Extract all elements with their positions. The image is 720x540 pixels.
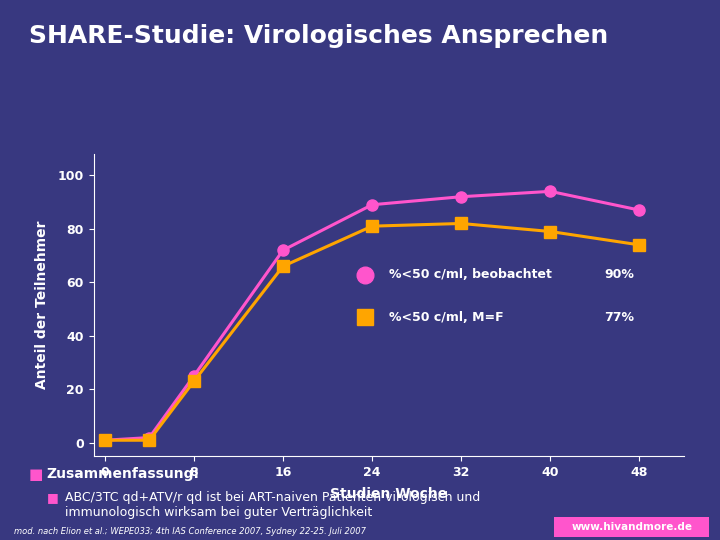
Text: Zusammenfassung:: Zusammenfassung: — [47, 467, 200, 481]
Text: %<50 c/ml, M=F: %<50 c/ml, M=F — [389, 310, 503, 323]
Text: ■: ■ — [29, 467, 43, 482]
X-axis label: Studien Woche: Studien Woche — [330, 488, 447, 501]
Text: mod. nach Elion et al.; WEPE033; 4th IAS Conference 2007, Sydney 22-25. Juli 200: mod. nach Elion et al.; WEPE033; 4th IAS… — [14, 526, 366, 536]
Y-axis label: Anteil der Teilnehmer: Anteil der Teilnehmer — [35, 221, 49, 389]
Text: ABC/3TC qd+ATV/r qd ist bei ART-naiven Patienten virologisch und
immunologisch w: ABC/3TC qd+ATV/r qd ist bei ART-naiven P… — [65, 491, 480, 519]
Text: 90%: 90% — [604, 268, 634, 281]
Text: ■: ■ — [47, 491, 58, 504]
Text: www.hivandmore.de: www.hivandmore.de — [571, 522, 693, 532]
Text: %<50 c/ml, beobachtet: %<50 c/ml, beobachtet — [389, 268, 552, 281]
Text: SHARE-Studie: Virologisches Ansprechen: SHARE-Studie: Virologisches Ansprechen — [29, 24, 608, 48]
Text: 77%: 77% — [604, 310, 634, 323]
